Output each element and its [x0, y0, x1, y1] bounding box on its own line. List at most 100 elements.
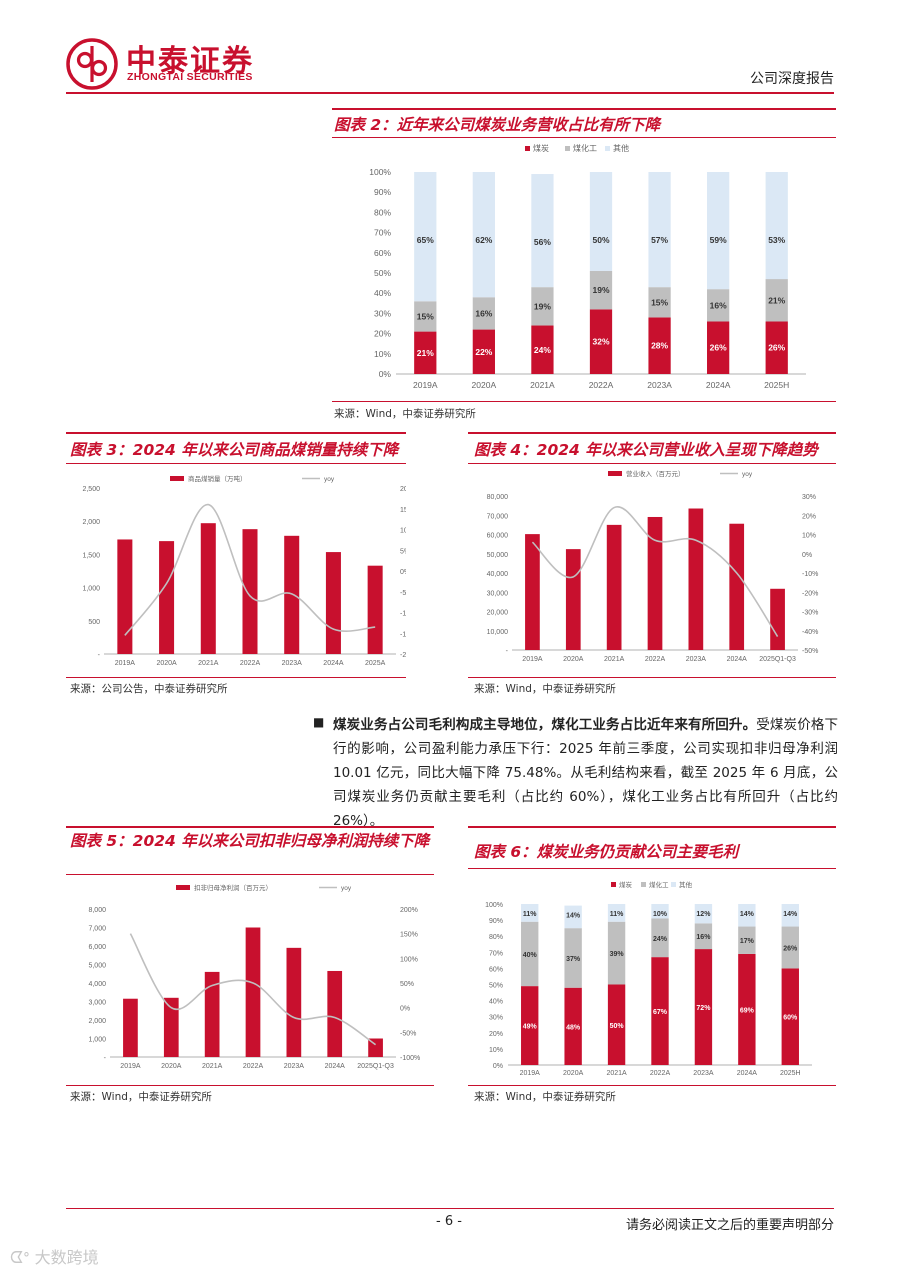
body-paragraph: 煤炭业务占公司毛利构成主导地位，煤化工业务占比近年来有所回升。受煤炭价格下行的影… — [333, 713, 838, 833]
legend-marker-2 — [671, 882, 676, 887]
bar-segment — [648, 317, 671, 374]
bar-segment — [521, 904, 539, 922]
legend-marker-bar — [176, 885, 190, 890]
y-tick-label-right: -20% — [802, 590, 818, 597]
y-tick-label: 10% — [374, 349, 391, 359]
y-tick-label-right: 10% — [400, 528, 406, 535]
x-tick-label: 2024A — [706, 380, 731, 390]
chart4-bottom-rule — [468, 677, 836, 678]
bar-segment — [589, 270, 613, 310]
x-tick-label: 2022A — [589, 380, 614, 390]
bar-segment — [472, 329, 495, 374]
x-tick-label: 2022A — [240, 660, 261, 667]
bar — [123, 998, 138, 1057]
data-label: 22% — [475, 347, 492, 357]
bar — [688, 508, 704, 650]
legend-label-bar: 扣非归母净利润（百万元） — [194, 883, 272, 892]
chart2-stacked-bar: 煤炭 煤化工 其他 0% 10% 20% 30% 40% 50% 60% 70% 80% 90% 100%… — [369, 143, 806, 390]
y-tick-label-right: 15% — [400, 507, 406, 514]
bar-segment — [781, 968, 799, 1065]
y-tick-label-left: 2,000 — [88, 1018, 106, 1025]
bar-segment — [607, 984, 626, 1065]
chart5-top-rule — [66, 826, 434, 828]
x-tick-label: 2019A — [413, 380, 438, 390]
y-tick-label-left: 2,500 — [82, 486, 100, 493]
y-tick-label: 100% — [369, 167, 391, 177]
bar — [163, 997, 179, 1057]
bar — [200, 523, 216, 654]
bar — [286, 947, 302, 1057]
x-tick-label: 2021A — [606, 1070, 627, 1077]
x-tick-label: 2020A — [156, 660, 177, 667]
chart3-source: 来源：公司公告，中泰证券研究所 — [70, 683, 228, 695]
y-tick-label: 50% — [374, 268, 391, 278]
y-tick-label-left: 20,000 — [487, 610, 509, 617]
x-tick-label: 2025Q1-Q3 — [357, 1063, 394, 1070]
y-tick-label-right: -10% — [802, 571, 818, 578]
data-label: 15% — [651, 297, 668, 307]
y-tick-label: 70% — [374, 228, 391, 238]
data-label: 59% — [710, 235, 727, 245]
x-tick-label: 2024A — [323, 660, 344, 667]
y-tick-label: 0% — [379, 369, 392, 379]
chart5-source: 来源：Wind，中泰证券研究所 — [70, 1091, 212, 1103]
logo-chinese-name: 中泰证券 — [126, 44, 254, 79]
y-tick-label-right: -40% — [802, 629, 818, 636]
chart5-bar-line: 扣非归母净利润（百万元） yoy - 1,000 2,000 3,000 4,000 5,00… — [88, 883, 420, 1070]
legend-label-2: 其他 — [679, 880, 693, 889]
legend-marker-0 — [611, 882, 616, 887]
data-label: 19% — [534, 301, 551, 311]
bar-segment — [414, 172, 437, 302]
bar-segment — [607, 921, 626, 985]
bar — [770, 588, 785, 650]
y-tick-label-left: 1,000 — [88, 1037, 106, 1044]
legend-marker-1 — [565, 146, 570, 151]
data-label: 69% — [740, 1007, 755, 1014]
y-tick-label-right: 50% — [400, 981, 414, 988]
data-label: 24% — [534, 345, 551, 355]
y-tick-label: 0% — [493, 1063, 503, 1070]
bar-segment — [765, 172, 788, 280]
data-label: 72% — [696, 1005, 711, 1012]
x-tick-label: 2024A — [737, 1070, 758, 1077]
data-label: 53% — [768, 235, 785, 245]
legend-label-line: yoy — [742, 471, 753, 478]
footer-divider — [66, 1208, 834, 1209]
chart5-title: 图表 5：2024 年以来公司扣非归母净利润持续下降 — [70, 832, 430, 850]
legend-label-1: 煤化工 — [573, 143, 597, 153]
y-tick-label-left: 40,000 — [487, 571, 509, 578]
y-tick-label-left: 7,000 — [88, 926, 106, 933]
bar — [284, 535, 300, 654]
body-paragraph-rest: 受煤炭价格下行的影响，公司盈利能力承压下行：2025 年前三季度，公司实现扣非归… — [333, 717, 839, 829]
y-tick-label-right: -50% — [802, 648, 818, 655]
y-tick-label-right: 20% — [400, 486, 406, 493]
legend-label-0: 煤炭 — [533, 143, 549, 153]
y-tick-label-left: 500 — [88, 619, 100, 626]
chart2-title-rule — [332, 137, 836, 138]
chart3-bottom-rule — [66, 677, 406, 678]
company-logo-icon — [66, 38, 118, 90]
data-label: 65% — [417, 235, 434, 245]
y-tick-label-right: 0% — [400, 569, 406, 576]
y-tick-label: 20% — [489, 1031, 503, 1038]
data-label: 17% — [740, 938, 755, 945]
watermark: ᗧᐤ 大数跨境 — [10, 1244, 99, 1268]
y-tick-label: 50% — [489, 983, 503, 990]
x-tick-label: 2023A — [686, 656, 707, 663]
data-label: 24% — [653, 936, 668, 943]
bar-segment — [589, 309, 613, 374]
bar-segment — [765, 279, 788, 322]
x-tick-label: 2019A — [120, 1063, 141, 1070]
y-tick-label-right: -100% — [400, 1055, 420, 1062]
data-label: 16% — [696, 934, 711, 941]
x-tick-label: 2020A — [563, 656, 584, 663]
chart2-title: 图表 2：近年来公司煤炭业务营收占比有所下降 — [334, 116, 661, 134]
y-tick-label-left: 5,000 — [88, 963, 106, 970]
y-tick-label-right: 100% — [400, 956, 418, 963]
data-label: 19% — [592, 285, 609, 295]
x-tick-label: 2020A — [563, 1070, 584, 1077]
chart3-bar-line: 商品煤销量（万吨） yoy - 500 1,000 1,500 2,000 2,500 -20%… — [82, 474, 406, 667]
y-tick-label: 30% — [489, 1015, 503, 1022]
bar — [565, 549, 581, 650]
bar-segment — [707, 172, 730, 290]
